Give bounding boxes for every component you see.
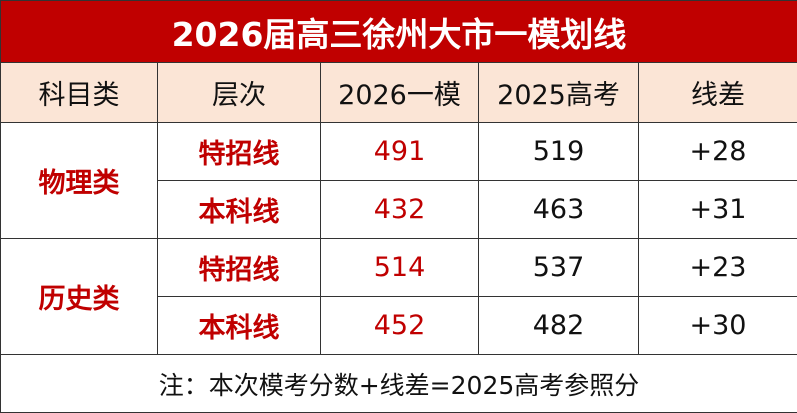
header-cell: 科目类 bbox=[0, 62, 158, 123]
group-cell: 物理类 bbox=[0, 122, 158, 239]
data-row: 历史类 特招线 514 537 +23 bbox=[0, 238, 797, 355]
group-cell: 历史类 bbox=[0, 238, 158, 355]
note: 注：本次模考分数+线差=2025高考参照分 bbox=[0, 354, 797, 413]
cell: +30 bbox=[638, 296, 797, 355]
header-cell: 2025高考 bbox=[478, 62, 639, 123]
header-cell: 2026一模 bbox=[320, 62, 479, 123]
header-cell: 层次 bbox=[157, 62, 321, 123]
cell: +23 bbox=[638, 238, 797, 297]
cell: 特招线 bbox=[157, 238, 321, 297]
cell: 特招线 bbox=[157, 122, 321, 181]
cell: 514 bbox=[320, 238, 479, 297]
title: 2026届高三徐州大市一模划线 bbox=[0, 0, 797, 63]
cell: 537 bbox=[478, 238, 639, 297]
cell: +28 bbox=[638, 122, 797, 181]
cell: 本科线 bbox=[157, 180, 321, 239]
note-row: 注：本次模考分数+线差=2025高考参照分 bbox=[0, 354, 797, 413]
header-row: 科目类 层次 2026一模 2025高考 线差 bbox=[0, 62, 797, 123]
cell: 452 bbox=[320, 296, 479, 355]
cell: 432 bbox=[320, 180, 479, 239]
data-row: 物理类 特招线 491 519 +28 bbox=[0, 122, 797, 239]
header-cell: 线差 bbox=[638, 62, 797, 123]
cell: 482 bbox=[478, 296, 639, 355]
data-row: 本科线 452 482 +30 bbox=[1, 296, 797, 355]
cell: 519 bbox=[478, 122, 639, 181]
cell: 本科线 bbox=[157, 296, 321, 355]
cell: +31 bbox=[638, 180, 797, 239]
cell: 463 bbox=[478, 180, 639, 239]
cell: 491 bbox=[320, 122, 479, 181]
